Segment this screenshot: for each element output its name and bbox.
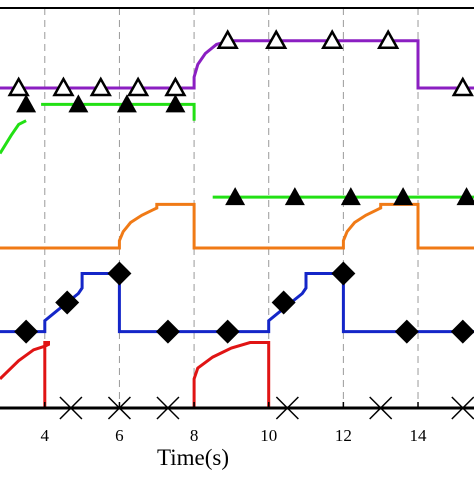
x-marker-stroke	[275, 396, 299, 420]
open-triangle-marker	[126, 76, 150, 97]
x-marker-stroke	[451, 396, 474, 420]
filled-triangle-marker	[456, 187, 474, 206]
filled-diamond-marker	[331, 261, 356, 286]
open-triangle-marker	[216, 29, 239, 49]
filled-triangle-marker	[16, 94, 37, 113]
x-tick-label: 4	[41, 426, 50, 445]
filled-diamond-marker	[271, 290, 296, 315]
x-axis-label: Time(s)	[157, 445, 229, 470]
purple-series-line	[0, 39, 474, 90]
x-tick-label: 10	[260, 426, 277, 445]
filled-triangle-marker	[68, 94, 89, 113]
x-tick-label: 14	[410, 426, 428, 445]
x-marker-stroke	[156, 396, 180, 420]
filled-diamond-marker	[14, 319, 39, 344]
red-series-line	[0, 341, 474, 410]
filled-triangle-marker	[165, 94, 186, 113]
green-series-line	[0, 119, 27, 155]
filled-diamond-marker	[450, 319, 474, 344]
x-marker-stroke	[59, 396, 83, 420]
filled-triangle-marker	[284, 187, 305, 206]
marker-layer	[7, 29, 474, 420]
open-triangle-marker	[377, 29, 400, 49]
open-triangle-marker	[52, 76, 75, 97]
filled-triangle-marker	[393, 187, 414, 206]
open-triangle-marker	[265, 29, 288, 49]
filled-diamond-marker	[107, 261, 132, 286]
filled-triangle-marker	[116, 94, 137, 113]
x-tick-label: 6	[115, 426, 124, 445]
open-triangle-marker	[89, 76, 112, 97]
filled-diamond-marker	[215, 319, 240, 344]
filled-triangle-marker	[225, 187, 246, 206]
filled-triangle-marker	[340, 187, 361, 206]
open-triangle-marker	[321, 29, 344, 49]
green-series-line	[41, 102, 196, 121]
filled-diamond-marker	[155, 319, 180, 344]
x-marker-stroke	[369, 396, 393, 420]
orange-series-line	[0, 202, 474, 250]
open-triangle-marker	[7, 76, 30, 97]
x-tick-label: 12	[335, 426, 352, 445]
open-triangle-marker	[451, 76, 474, 97]
filled-diamond-marker	[55, 290, 80, 315]
x-tick-label: 8	[190, 426, 199, 445]
axis-layer: 4 6 8 10 12 14	[0, 7, 474, 445]
blue-series-line	[0, 272, 474, 334]
filled-diamond-marker	[394, 319, 419, 344]
